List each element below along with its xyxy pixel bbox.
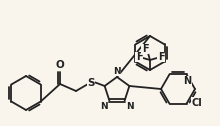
Text: N: N [183,76,192,86]
Text: Cl: Cl [191,98,202,108]
Text: N: N [126,102,134,111]
Text: N: N [113,67,121,75]
Text: F: F [158,52,164,62]
Text: S: S [87,78,95,88]
Text: F: F [142,44,148,54]
Text: F: F [136,52,142,62]
Text: N: N [100,102,108,111]
Text: O: O [56,60,64,70]
